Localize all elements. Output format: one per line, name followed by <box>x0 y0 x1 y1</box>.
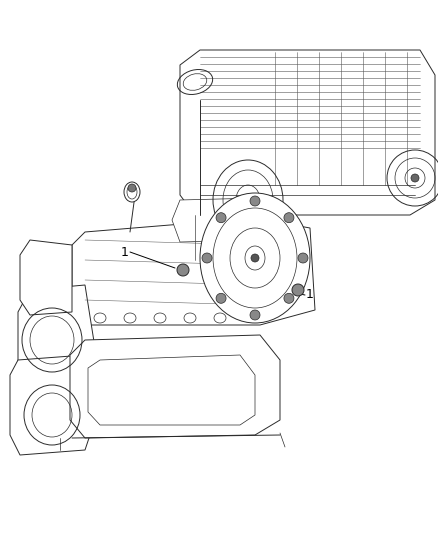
Polygon shape <box>172 198 268 242</box>
Ellipse shape <box>250 196 260 206</box>
Text: 1: 1 <box>306 288 314 302</box>
Ellipse shape <box>411 174 419 182</box>
Ellipse shape <box>124 182 140 202</box>
Ellipse shape <box>298 253 308 263</box>
Ellipse shape <box>216 293 226 303</box>
Ellipse shape <box>202 253 212 263</box>
Text: 1: 1 <box>121 246 129 259</box>
Polygon shape <box>10 355 95 455</box>
Polygon shape <box>20 240 72 315</box>
Ellipse shape <box>200 193 310 323</box>
Ellipse shape <box>284 293 294 303</box>
Ellipse shape <box>284 213 294 223</box>
Polygon shape <box>88 355 255 425</box>
Ellipse shape <box>128 184 136 192</box>
Polygon shape <box>70 335 280 438</box>
Ellipse shape <box>292 284 304 296</box>
Ellipse shape <box>251 254 259 262</box>
Ellipse shape <box>177 264 189 276</box>
Ellipse shape <box>216 213 226 223</box>
Polygon shape <box>180 50 435 215</box>
Ellipse shape <box>250 310 260 320</box>
Polygon shape <box>18 285 95 390</box>
Polygon shape <box>72 218 315 325</box>
